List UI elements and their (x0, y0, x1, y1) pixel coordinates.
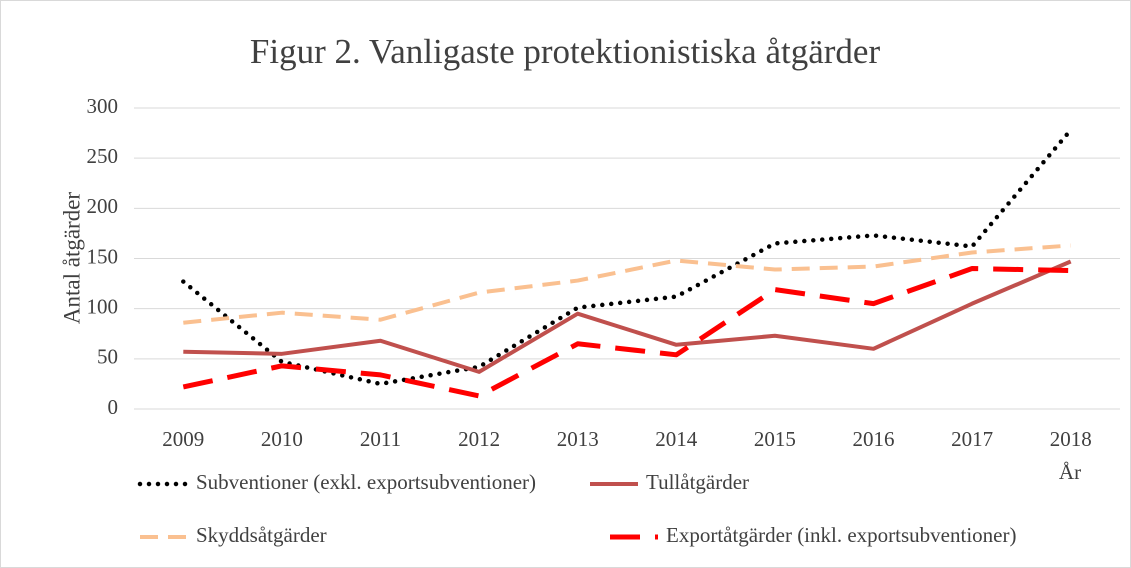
x-tick-label: 2009 (162, 427, 204, 451)
y-tick-label: 50 (97, 345, 118, 369)
y-tick-label: 0 (108, 395, 119, 419)
y-tick-label: 150 (87, 244, 119, 268)
x-tick-label: 2012 (458, 427, 500, 451)
series-line (183, 243, 1071, 325)
chart-title: Figur 2. Vanligaste protektionistiska åt… (250, 32, 881, 71)
x-tick-label: 2018 (1050, 427, 1092, 451)
y-tick-label: 200 (87, 194, 119, 218)
x-tick-label: 2014 (655, 427, 698, 451)
series-line (183, 259, 1072, 374)
x-tick-label: 2015 (754, 427, 796, 451)
y-tick-label: 300 (87, 94, 119, 118)
y-tick-label: 100 (87, 294, 119, 318)
legend-label: Tullåtgärder (646, 470, 749, 494)
x-tick-label: 2013 (557, 427, 599, 451)
y-tick-label: 250 (87, 144, 119, 168)
x-tick-label: 2017 (951, 427, 993, 451)
y-axis-label: Antal åtgärder (59, 192, 84, 325)
x-axis-label: År (1059, 460, 1081, 484)
x-tick-label: 2010 (261, 427, 303, 451)
legend-label: Subventioner (exkl. exportsubventioner) (196, 470, 536, 494)
legend-label: Skyddsåtgärder (196, 523, 327, 547)
x-tick-label: 2011 (360, 427, 401, 451)
series-line (181, 127, 1073, 387)
legend-label: Exportåtgärder (inkl. exportsubventioner… (666, 523, 1016, 547)
series-line (182, 266, 1071, 399)
x-tick-label: 2016 (853, 427, 895, 451)
